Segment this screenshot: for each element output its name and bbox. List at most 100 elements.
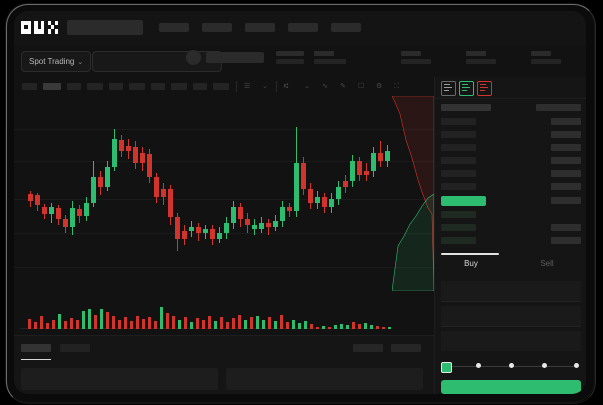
- ask-row-size[interactable]: [551, 144, 581, 151]
- bid-row-size[interactable]: [551, 224, 581, 231]
- orderbook-view-buy-icon[interactable]: [459, 81, 474, 96]
- stat-5: [531, 51, 561, 64]
- volume-bar: [148, 317, 151, 329]
- timeframe-3[interactable]: [67, 83, 81, 90]
- slider-handle[interactable]: [441, 362, 452, 373]
- timeframe-10[interactable]: [213, 83, 229, 90]
- chevron-down-icon[interactable]: ⌄: [262, 83, 268, 90]
- order-price-field[interactable]: [441, 281, 581, 302]
- order-book-panel: Buy Sell: [434, 77, 586, 394]
- timeframe-2[interactable]: [43, 83, 61, 90]
- volume-bar: [118, 320, 121, 329]
- nav-item-1[interactable]: [159, 23, 189, 32]
- volume-bar: [106, 312, 109, 329]
- nav-item-5[interactable]: [331, 23, 361, 32]
- line-tool-icon[interactable]: ∿: [322, 83, 328, 90]
- timeframe-5[interactable]: [109, 83, 123, 90]
- ask-row-size[interactable]: [551, 183, 581, 190]
- volume-bar: [262, 320, 265, 329]
- volume-bar: [70, 318, 73, 329]
- volume-bar: [124, 317, 127, 329]
- ask-row-price[interactable]: [441, 144, 476, 151]
- bid-row-size[interactable]: [551, 237, 581, 244]
- timeframe-6[interactable]: [129, 83, 145, 90]
- bottom-action-2[interactable]: [391, 344, 421, 352]
- volume-bar: [268, 317, 271, 329]
- slider-mark-25[interactable]: [476, 363, 481, 368]
- ask-row-size[interactable]: [551, 157, 581, 164]
- chevron-down-icon[interactable]: ⌄: [304, 83, 310, 90]
- tab-buy[interactable]: Buy: [464, 259, 478, 268]
- bottom-tab-1[interactable]: [21, 344, 51, 352]
- timeframe-4[interactable]: [87, 83, 103, 90]
- ask-row-price[interactable]: [441, 170, 476, 177]
- bid-row-price[interactable]: [441, 237, 476, 244]
- bottom-action-1[interactable]: [353, 344, 383, 352]
- trade-tabs: Buy Sell: [435, 253, 586, 277]
- chevron-down-icon: ⌄: [77, 59, 84, 66]
- volume-bar: [202, 320, 205, 329]
- volume-bar: [250, 317, 253, 329]
- bottom-tab-2[interactable]: [60, 344, 90, 352]
- volume-bar: [370, 325, 373, 329]
- search-input[interactable]: [67, 20, 143, 35]
- volume-bar: [112, 316, 115, 329]
- ask-row-size[interactable]: [551, 170, 581, 177]
- chart-gridline: [14, 233, 434, 234]
- candlestick-chart[interactable]: [14, 96, 434, 291]
- order-amount-field[interactable]: [441, 306, 581, 327]
- buy-submit-button[interactable]: [441, 380, 581, 394]
- orderbook-column-header-left: [441, 104, 491, 111]
- indicators-icon[interactable]: ⑆: [284, 83, 289, 90]
- ask-row-price[interactable]: [441, 131, 476, 138]
- ask-row-price[interactable]: [441, 157, 476, 164]
- nav-item-3[interactable]: [245, 23, 275, 32]
- order-total-field[interactable]: [441, 331, 581, 351]
- okx-logo[interactable]: [21, 21, 58, 34]
- slider-mark-75[interactable]: [542, 363, 547, 368]
- stat-4-value: [466, 59, 496, 64]
- pencil-icon[interactable]: ✎: [340, 83, 346, 90]
- volume-bar: [310, 324, 313, 329]
- volume-bar: [190, 322, 193, 329]
- ask-row-size[interactable]: [551, 118, 581, 125]
- nav-item-4[interactable]: [288, 23, 318, 32]
- orderbook-view-all-icon[interactable]: [441, 81, 456, 96]
- orderbook-view-sell-icon[interactable]: [477, 81, 492, 96]
- ask-row-price[interactable]: [441, 118, 476, 125]
- stat-1: [276, 51, 304, 64]
- timeframe-1[interactable]: [22, 83, 37, 90]
- volume-bar: [238, 315, 241, 329]
- volume-bar: [328, 327, 331, 329]
- volume-bar: [352, 322, 355, 329]
- volume-bar: [136, 316, 139, 329]
- ask-row-size[interactable]: [551, 131, 581, 138]
- timeframe-7[interactable]: [151, 83, 165, 90]
- bottom-tab-active-underline: [21, 359, 51, 360]
- market-type-label: Spot Trading: [29, 57, 75, 66]
- fullscreen-icon[interactable]: ⛶: [394, 83, 399, 90]
- volume-bar: [280, 315, 283, 329]
- volume-bar: [376, 326, 379, 329]
- candlestick-type-icon[interactable]: ☰: [244, 83, 251, 90]
- slider-mark-100[interactable]: [574, 363, 579, 368]
- bid-row-price[interactable]: [441, 211, 476, 218]
- market-type-dropdown[interactable]: Spot Trading ⌄: [21, 51, 92, 72]
- volume-bar: [40, 316, 43, 329]
- ask-row-price[interactable]: [441, 183, 476, 190]
- settings-icon[interactable]: ⚙: [376, 83, 383, 90]
- volume-bar: [178, 320, 181, 329]
- bid-row-price[interactable]: [441, 224, 476, 231]
- volume-baseline: [20, 328, 380, 329]
- slider-mark-50[interactable]: [509, 363, 514, 368]
- timeframe-8[interactable]: [171, 83, 187, 90]
- timeframe-9[interactable]: [193, 83, 207, 90]
- trading-pair-select[interactable]: ⌄: [92, 51, 222, 72]
- tab-sell[interactable]: Sell: [540, 259, 554, 268]
- amount-percent-slider[interactable]: [441, 362, 581, 373]
- orderbook-divider: [435, 98, 586, 99]
- nav-item-2[interactable]: [202, 23, 232, 32]
- volume-bar: [256, 316, 259, 329]
- camera-icon[interactable]: ☐: [358, 83, 365, 90]
- stat-3-value: [401, 59, 431, 64]
